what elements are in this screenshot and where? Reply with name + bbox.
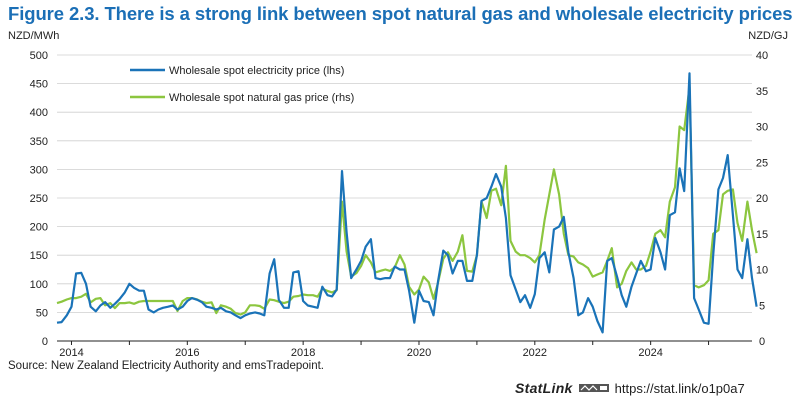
source-note: Source: New Zealand Electricity Authorit… (8, 360, 324, 372)
left-tick-label: 250 (30, 193, 48, 205)
left-tick-label: 200 (30, 222, 48, 234)
right-tick-label: 15 (756, 229, 768, 241)
right-axis-tick-labels: 0 5 10 15 20 25 30 35 40 (756, 50, 768, 348)
statlink-logo-icon (578, 384, 609, 392)
x-tick-label: 2020 (407, 347, 431, 359)
left-tick-label: 50 (36, 307, 48, 319)
left-tick-label: 100 (30, 279, 48, 291)
legend: Wholesale spot electricity price (lhs) Wh… (130, 65, 354, 104)
legend-label: Wholesale spot natural gas price (rhs) (169, 92, 354, 104)
statlink[interactable]: StatLink https://stat.link/o1p0a7 (515, 378, 745, 398)
left-tick-label: 450 (30, 79, 48, 91)
left-tick-label: 400 (30, 107, 48, 119)
chart-title: Figure 2.3. There is a strong link betwe… (8, 3, 793, 24)
series-lines (56, 72, 758, 334)
right-tick-label: 0 (759, 336, 765, 348)
grid-lines (57, 54, 752, 313)
right-tick-label: 25 (756, 157, 768, 169)
right-tick-label: 20 (756, 193, 768, 205)
x-tick-label: 2014 (59, 347, 83, 359)
left-tick-label: 350 (30, 136, 48, 148)
legend-label: Wholesale spot electricity price (lhs) (169, 65, 344, 77)
left-tick-label: 500 (30, 50, 48, 62)
right-tick-label: 35 (756, 86, 768, 98)
statlink-name: StatLink (515, 380, 573, 396)
x-tick-label: 2022 (523, 347, 547, 359)
right-tick-label: 5 (759, 300, 765, 312)
right-axis-unit: NZD/GJ (748, 30, 788, 42)
left-tick-label: 0 (42, 336, 48, 348)
left-tick-label: 300 (30, 164, 48, 176)
right-tick-label: 30 (756, 122, 768, 134)
x-tick-label: 2016 (175, 347, 199, 359)
right-tick-label: 10 (756, 265, 768, 277)
statlink-url[interactable]: https://stat.link/o1p0a7 (614, 380, 745, 396)
series-electricity-line (56, 72, 758, 334)
x-tick-label: 2018 (291, 347, 315, 359)
right-tick-label: 40 (756, 50, 768, 62)
left-axis-unit: NZD/MWh (8, 30, 60, 42)
left-axis-tick-labels: 0 50 100 150 200 250 300 350 400 450 500 (30, 50, 48, 348)
left-tick-label: 150 (30, 250, 48, 262)
x-axis: 2014 2016 2018 2020 2022 2024 (57, 340, 752, 359)
x-tick-label: 2024 (638, 347, 662, 359)
